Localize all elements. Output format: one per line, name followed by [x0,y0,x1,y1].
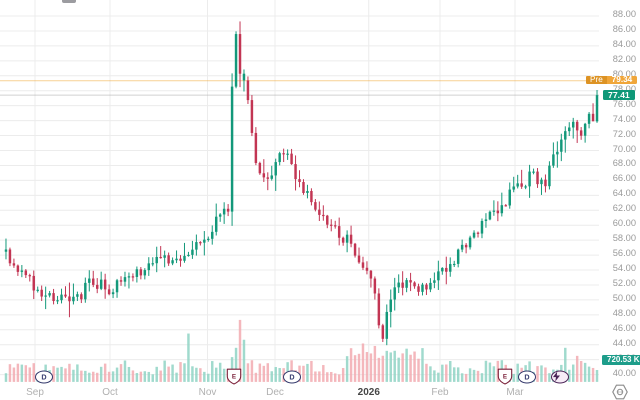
svg-text:E: E [503,374,507,381]
svg-text:E: E [232,374,236,381]
